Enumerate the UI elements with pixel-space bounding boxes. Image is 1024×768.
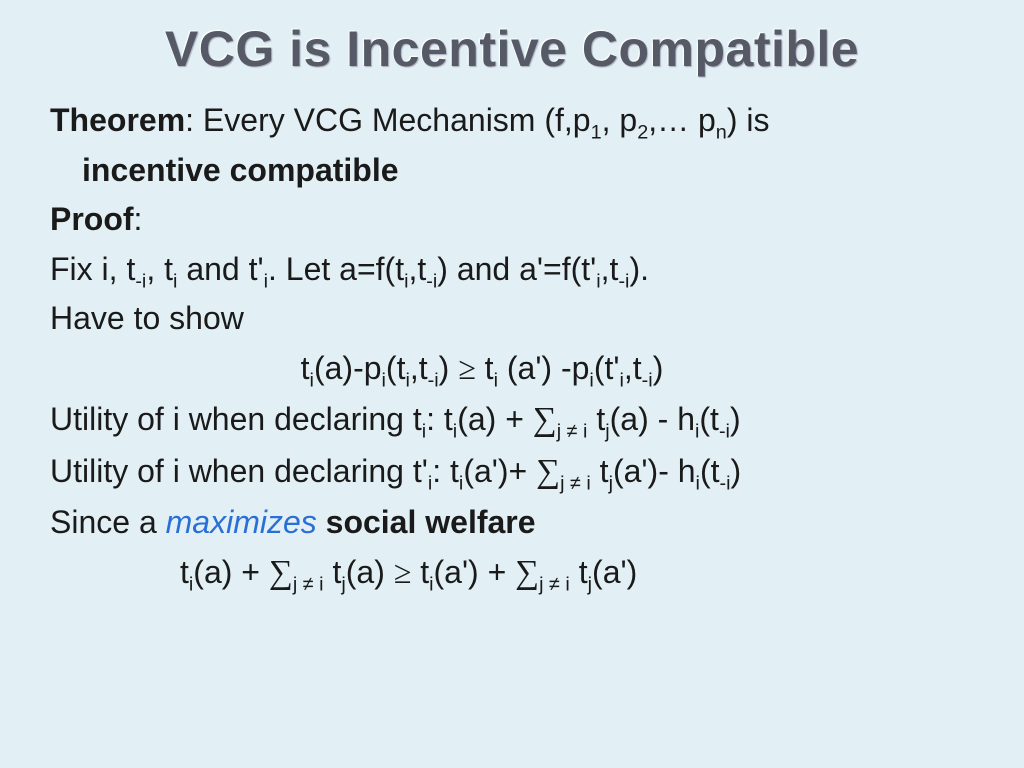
iq2-ss1: j ≠ i (293, 574, 324, 596)
slide-title: VCG is Incentive Compatible (50, 20, 974, 78)
u1-ts: (t (699, 401, 719, 437)
theorem-text-4: ) is (727, 102, 770, 138)
iq2-a: (a) + (193, 554, 269, 590)
iq1-ct1: ,t (410, 350, 428, 386)
iq2-ss2: j ≠ i (539, 574, 570, 596)
fx-mi3: -i (618, 270, 629, 292)
proof-colon: : (134, 201, 143, 237)
slide-body: Theorem: Every VCG Mechanism (f,p1, p2,…… (50, 96, 974, 599)
u2-a: (a')+ (463, 453, 536, 489)
theorem-line: Theorem: Every VCG Mechanism (f,p1, p2,…… (50, 96, 974, 195)
iq2-ap2: (a') (592, 554, 637, 590)
u1-col: : t (426, 401, 453, 437)
u1-a2: (a) - h (610, 401, 695, 437)
geq-icon: ≥ (394, 554, 412, 590)
iq1-sp: t (476, 350, 494, 386)
sum-icon: ∑ (269, 554, 293, 591)
u2-tj: t (591, 453, 609, 489)
geq-icon: ≥ (458, 350, 476, 386)
maximizes-word: maximizes (166, 504, 317, 540)
fx-mi2: -i (426, 270, 437, 292)
utility-line-1: Utility of i when declaring ti: ti(a) + … (50, 394, 974, 446)
iq1-pt1: (t (386, 350, 406, 386)
u2-a2: (a')- h (613, 453, 696, 489)
theorem-label: Theorem (50, 102, 185, 138)
u1-a: (a) + (457, 401, 533, 437)
fx-e: ,t (408, 251, 426, 287)
fx-g: ,t (601, 251, 619, 287)
iq1-a1: (a)-p (314, 350, 382, 386)
theorem-bold-tail: incentive compatible (50, 146, 974, 196)
u2-cl: ) (731, 453, 742, 489)
have-to-show: Have to show (50, 294, 974, 344)
sub-1: 1 (591, 121, 602, 143)
theorem-text-2: , p (602, 102, 638, 138)
proof-label: Proof (50, 201, 134, 237)
since-line: Since a maximizes social welfare (50, 498, 974, 548)
utility-line-2: Utility of i when declaring t'i: ti(a')+… (50, 446, 974, 498)
iq1-cl1: ) (439, 350, 459, 386)
iq1-a2: (a') -p (498, 350, 589, 386)
iq2-tj1: t (324, 554, 342, 590)
iq1-smi1: -i (428, 369, 439, 391)
theorem-text-1: : Every VCG Mechanism (f,p (185, 102, 590, 138)
u2-col: : t (432, 453, 459, 489)
fx-h: ). (629, 251, 649, 287)
sub-2: 2 (637, 121, 648, 143)
theorem-text-3: ,… p (648, 102, 716, 138)
u2-pre: Utility of i when declaring t' (50, 453, 428, 489)
fx-mi1: -i (135, 270, 146, 292)
iq2-t1: t (180, 554, 189, 590)
fx-f: ) and a'=f(t' (437, 251, 596, 287)
iq2-a2: (a) (346, 554, 394, 590)
fx-b: , t (146, 251, 173, 287)
sum-icon: ∑ (515, 554, 539, 591)
proof-label-line: Proof: (50, 195, 974, 245)
u2-smi: -i (719, 472, 730, 494)
u1-cl: ) (730, 401, 741, 437)
fx-c: and t' (177, 251, 263, 287)
inequality-1: ti(a)-pi(ti,t-i) ≥ ti (a') -pi(t'i,t-i) (50, 344, 974, 394)
iq2-tj2: t (570, 554, 588, 590)
iq1-ct2: ,t (624, 350, 642, 386)
u1-pre: Utility of i when declaring t (50, 401, 422, 437)
iq1-t1: t (301, 350, 310, 386)
iq1-cl2: ) (653, 350, 664, 386)
u1-tj: t (587, 401, 605, 437)
iq1-smi2: -i (642, 369, 653, 391)
fx-d: . Let a=f(t (268, 251, 404, 287)
iq2-sp: t (411, 554, 429, 590)
sum-icon: ∑ (533, 401, 557, 438)
fix-line: Fix i, t-i, ti and t'i. Let a=f(ti,t-i) … (50, 245, 974, 295)
since-pre: Since a (50, 504, 166, 540)
inequality-2: ti(a) + ∑j ≠ i tj(a) ≥ ti(a') + ∑j ≠ i t… (50, 547, 974, 599)
since-post: social welfare (317, 504, 536, 540)
sum-icon: ∑ (536, 453, 560, 490)
sub-n: n (716, 121, 727, 143)
u1-ss: j ≠ i (557, 420, 588, 442)
iq2-ap: (a') + (433, 554, 515, 590)
fx-a: Fix i, t (50, 251, 135, 287)
iq1-pt2: (t' (594, 350, 620, 386)
u2-ss: j ≠ i (560, 472, 591, 494)
u1-smi: -i (719, 420, 730, 442)
u2-ts: (t (700, 453, 720, 489)
